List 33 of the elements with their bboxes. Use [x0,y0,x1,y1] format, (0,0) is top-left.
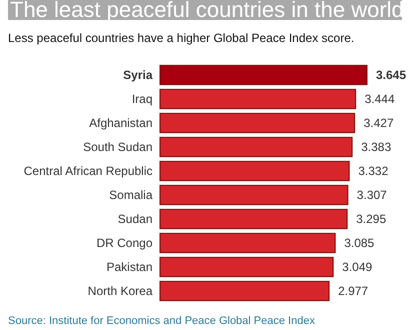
data-label: 2.977 [338,284,368,298]
bar [160,88,356,110]
bar [160,160,350,182]
y-tick-label: DR Congo [96,236,153,250]
y-tick-label: Central African Republic [24,164,152,178]
data-label: 3.444 [364,92,395,106]
bar [160,184,348,206]
bar [160,112,356,134]
data-label: 3.332 [358,164,389,178]
data-label: 3.085 [344,236,375,250]
y-tick-label: Pakistan [106,260,152,274]
y-tick-label: Sudan [118,212,152,226]
bar [160,232,336,254]
data-label: 3.383 [361,140,392,154]
data-label: 3.645 [376,68,406,82]
bar [160,280,330,302]
chart-subtitle: Less peaceful countries have a higher Global Peace Index score. [8,31,354,45]
y-tick-label: Syria [123,68,153,82]
source-note: Source: Institute for Economics and Peace Global Peace Index [8,315,316,327]
data-label: 3.307 [356,188,388,202]
y-tick-label: Iraq [132,92,152,106]
bar [160,136,353,158]
bar [160,256,334,278]
y-tick-label: North Korea [88,284,153,298]
y-tick-label: Somalia [109,188,153,202]
y-tick-label: Afghanistan [89,116,152,130]
bar [160,64,368,86]
y-tick-label: South Sudan [83,140,152,154]
data-label: 3.049 [342,260,373,274]
data-label: 3.427 [364,116,394,130]
bar [160,208,348,230]
chart-title: The least peaceful countries in the world [10,0,404,22]
data-label: 3.295 [356,212,386,226]
